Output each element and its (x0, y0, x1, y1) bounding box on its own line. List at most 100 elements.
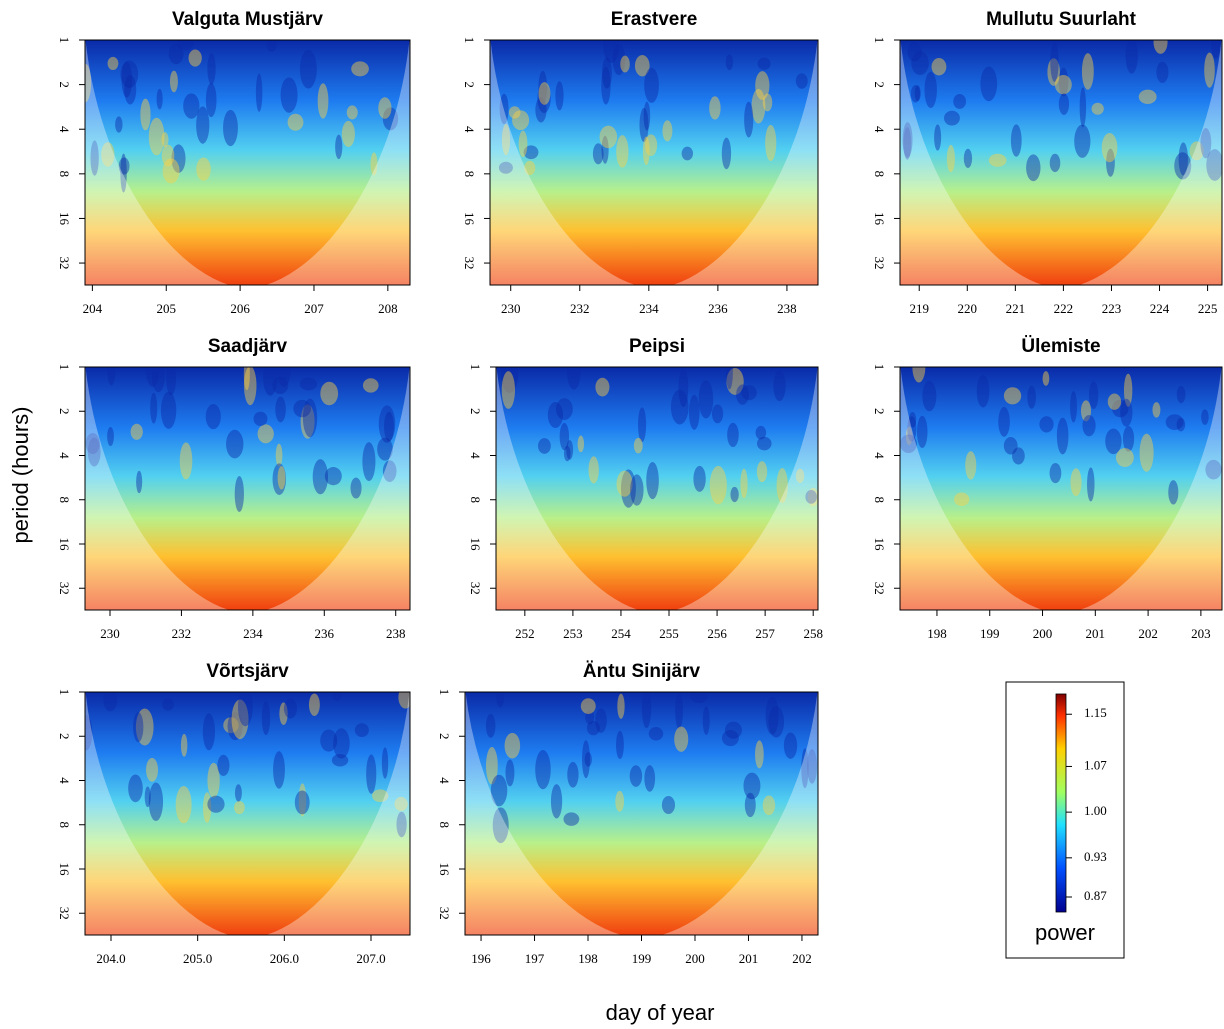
x-tick-label: 196 (471, 951, 491, 966)
y-tick-label: 1 (57, 689, 72, 696)
texture (1206, 149, 1222, 181)
texture (320, 381, 339, 406)
texture (736, 384, 750, 405)
texture (196, 106, 210, 144)
texture (601, 135, 609, 164)
texture (180, 733, 188, 757)
x-tick-label: 197 (525, 951, 545, 966)
texture (646, 462, 659, 500)
texture (900, 434, 917, 454)
y-axis-title: period (hours) (8, 407, 33, 544)
x-tick-label: 201 (739, 951, 759, 966)
texture (1125, 40, 1138, 74)
y-tick-label: 8 (57, 496, 72, 503)
texture (670, 389, 689, 425)
texture (744, 792, 756, 818)
texture (1156, 61, 1169, 83)
texture (588, 456, 599, 484)
texture (644, 67, 659, 103)
texture (805, 489, 817, 504)
texture (765, 696, 779, 735)
texture (730, 486, 739, 503)
texture (599, 125, 618, 149)
x-tick-label: 207.0 (356, 951, 385, 966)
texture (144, 786, 151, 808)
texture (161, 132, 169, 148)
texture (293, 399, 312, 418)
x-tick-label: 221 (1006, 301, 1026, 316)
texture (644, 134, 658, 157)
y-tick-label: 1 (57, 364, 72, 371)
texture (485, 713, 496, 738)
texture (756, 461, 768, 483)
cone-of-influence (900, 40, 1222, 285)
texture (1050, 42, 1059, 82)
texture (1080, 400, 1092, 422)
texture (205, 83, 217, 118)
texture (741, 385, 757, 401)
texture (601, 66, 611, 105)
texture (911, 51, 929, 76)
y-tick-label: 4 (872, 126, 887, 133)
texture (85, 714, 93, 751)
texture (243, 367, 257, 406)
texture (1003, 387, 1022, 405)
texture (272, 376, 289, 395)
texture (602, 57, 612, 89)
texture (490, 774, 508, 807)
texture (755, 71, 770, 100)
texture (370, 152, 378, 176)
texture (563, 445, 571, 462)
texture (616, 135, 629, 168)
x-tick-label: 220 (958, 301, 978, 316)
texture (693, 465, 706, 492)
y-tick-label: 32 (468, 582, 483, 595)
texture (499, 93, 509, 125)
texture (308, 693, 320, 716)
x-tick-label: 252 (515, 626, 535, 641)
texture (381, 747, 389, 779)
y-tick-label: 2 (57, 81, 72, 88)
texture (508, 106, 521, 119)
texture (299, 49, 317, 89)
panel-title: Peipsi (629, 336, 685, 357)
y-tick-label: 32 (872, 582, 887, 595)
y-tick-label: 2 (57, 408, 72, 415)
texture (1079, 87, 1087, 128)
texture (698, 380, 714, 419)
y-tick-label: 4 (437, 777, 452, 784)
y-tick-label: 4 (57, 452, 72, 459)
y-tick-label: 2 (57, 733, 72, 740)
texture (1189, 141, 1204, 161)
y-tick-label: 8 (57, 171, 72, 178)
texture (641, 692, 652, 729)
y-tick-label: 16 (872, 537, 887, 551)
texture (1087, 467, 1095, 502)
heatmap-background (85, 692, 410, 935)
x-tick-label: 223 (1102, 301, 1122, 316)
texture (1201, 409, 1209, 425)
colorbar-tick-label: 1.00 (1084, 803, 1107, 818)
panel-title: Erastvere (611, 9, 698, 30)
y-tick-label: 2 (437, 733, 452, 740)
texture (275, 396, 286, 423)
y-tick-label: 2 (468, 408, 483, 415)
x-tick-label: 238 (386, 626, 406, 641)
texture (755, 425, 767, 440)
texture (902, 122, 913, 158)
texture (324, 466, 342, 486)
cone-of-influence (85, 367, 410, 610)
heatmap-background (85, 40, 410, 285)
x-tick-label: 236 (315, 626, 335, 641)
texture (333, 728, 350, 759)
texture (486, 746, 498, 785)
texture (1107, 393, 1122, 410)
texture (179, 442, 193, 480)
texture (505, 759, 515, 787)
texture (273, 751, 285, 789)
plot-frame (495, 366, 819, 611)
texture (963, 148, 973, 168)
texture (762, 795, 776, 816)
texture (1082, 414, 1096, 437)
texture (492, 807, 509, 844)
